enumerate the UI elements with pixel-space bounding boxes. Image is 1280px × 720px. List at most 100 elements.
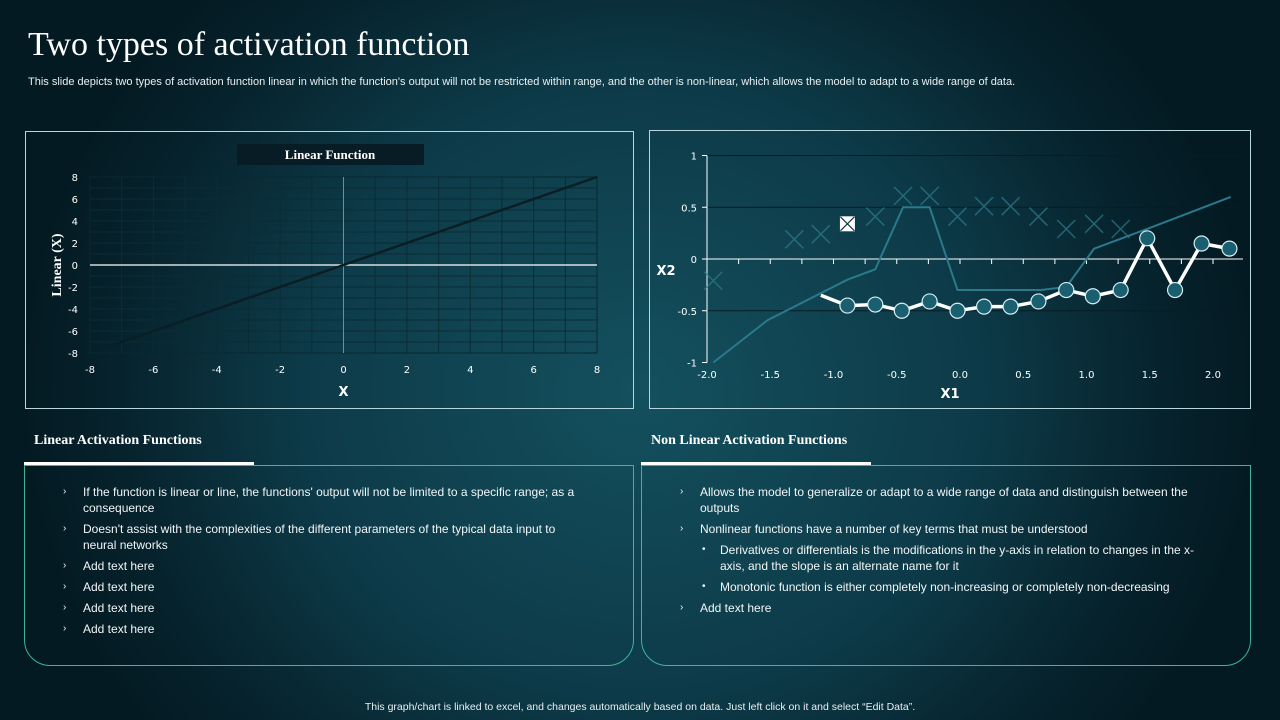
chevron-right-icon: › (63, 523, 67, 534)
nonlinear-function-chart[interactable]: -2.0 -1.5 -1.0 -0.5 0.0 0.5 1.0 1.5 2.0 1 0.5 0 -0.5… (649, 130, 1251, 409)
bullet-item: › Allows the model to generalize or adapt… (680, 484, 1200, 516)
bullet-text: Add text here (83, 622, 155, 636)
x-tick-label: 2.0 (1205, 370, 1221, 381)
x-marker (865, 207, 885, 227)
data-point-marker (1221, 240, 1238, 257)
chart-title-box (237, 144, 424, 165)
linear-function-line (105, 175, 598, 349)
nonlinear-chart-svg: -2.0 -1.5 -1.0 -0.5 0.0 0.5 1.0 1.5 2.0 1 0.5 0 -0.5… (656, 152, 1243, 402)
data-point-marker (1166, 281, 1184, 299)
linear-bullet-list: › If the function is linear or line, the … (63, 484, 583, 642)
bullet-text: Add text here (83, 559, 155, 573)
chevron-right-icon: › (680, 523, 684, 534)
x-tick-label: 6 (530, 365, 536, 376)
bullet-text: Add text here (83, 601, 155, 615)
x-tick-label: 0.0 (952, 370, 968, 381)
x-tick-label: -1.0 (824, 370, 844, 381)
bullet-item: • Derivatives or differentials is the mod… (680, 542, 1200, 574)
linear-section-heading: Linear Activation Functions (34, 433, 202, 448)
bullet-item: • Monotonic function is either completely… (680, 579, 1200, 595)
chevron-right-icon: › (63, 581, 67, 592)
data-point-marker (867, 296, 884, 313)
page-title: Two types of activation function (28, 26, 470, 63)
x-marker (974, 196, 994, 216)
y-tick-label: -6 (68, 327, 78, 338)
y-tick-label: -1 (687, 359, 697, 370)
data-point-marker (1002, 298, 1019, 315)
nonlinear-section-heading: Non Linear Activation Functions (651, 433, 848, 448)
bullet-item: › Add text here (63, 621, 583, 637)
y-tick-label: 0 (691, 255, 697, 266)
x-tick-label: -6 (148, 365, 158, 376)
teal-series-line (712, 195, 1232, 364)
y-tick-label: 4 (72, 217, 78, 228)
y-axis-title: Linear (X) (50, 233, 65, 296)
y-tick-label: 0 (72, 261, 78, 272)
white-series-line (820, 234, 1230, 313)
linear-text-box: › If the function is linear or line, the … (24, 465, 634, 666)
chevron-right-icon: › (680, 602, 684, 613)
x-tick-label: 0.5 (1015, 370, 1031, 381)
bullet-text: Doesn't assist with the complexities of … (83, 522, 556, 552)
footer-note: This graph/chart is linked to excel, and… (364, 701, 916, 713)
y-tick-label: -4 (68, 305, 78, 316)
y-tick-label: -2 (68, 283, 78, 294)
x-marker (703, 271, 723, 291)
y-tick-label: 2 (72, 239, 78, 250)
chevron-right-icon: › (680, 486, 684, 497)
y-tick-label: 1 (691, 152, 697, 163)
bullet-item: › Doesn't assist with the complexities of… (63, 521, 583, 553)
y-tick-label: 0.5 (681, 203, 697, 214)
data-point-marker (839, 297, 856, 314)
nonlinear-heading-underline (641, 462, 871, 465)
bullet-text: Monotonic function is either completely … (720, 580, 1170, 594)
chart-title: Linear Function (285, 147, 376, 162)
bullet-text: If the function is linear or line, the f… (83, 485, 575, 515)
bullet-item: › Add text here (63, 558, 583, 574)
chevron-right-icon: › (63, 486, 67, 497)
data-point-marker (1112, 281, 1129, 299)
x-tick-label: -8 (85, 365, 95, 376)
bullet-item: › Nonlinear functions have a number of ke… (680, 521, 1200, 537)
x-tick-label: 8 (594, 365, 600, 376)
chevron-right-icon: › (63, 623, 67, 634)
dot-bullet-icon: • (702, 581, 706, 592)
x-marker (784, 229, 804, 249)
y-tick-label: 8 (72, 173, 78, 184)
chevron-right-icon: › (63, 602, 67, 613)
linear-function-chart[interactable]: Linear Function -8 -6 -4 -2 0 2 4 6 8 8 6 4 2 0 -2 -4 -6 -… (25, 131, 634, 409)
bullet-text: Add text here (83, 580, 155, 594)
x-tick-label: -0.5 (887, 370, 907, 381)
bullet-text: Nonlinear functions have a number of key… (700, 522, 1088, 536)
y-tick-label: -8 (68, 349, 78, 360)
linear-chart-svg: Linear Function -8 -6 -4 -2 0 2 4 6 8 8 6 4 2 0 -2 -4 -6 -… (50, 144, 600, 400)
x-tick-label: 1.5 (1142, 370, 1158, 381)
nonlinear-text-box: › Allows the model to generalize or adapt… (641, 465, 1251, 666)
x-tick-label: -1.5 (760, 370, 780, 381)
x-tick-label: -4 (212, 365, 222, 376)
x-marker (1001, 196, 1021, 216)
x-tick-label: -2.0 (697, 370, 717, 381)
x-axis-title: X (338, 385, 348, 400)
bullet-text: Derivatives or differentials is the modi… (720, 543, 1195, 573)
x-marker (1056, 219, 1076, 239)
data-point-marker (949, 302, 966, 319)
data-point-marker (1030, 293, 1047, 310)
y-tick-label: -0.5 (677, 307, 697, 318)
bullet-text: Allows the model to generalize or adapt … (700, 485, 1188, 515)
data-point-marker (921, 293, 938, 310)
x-marker (893, 186, 913, 206)
x-tick-label: 2 (404, 365, 410, 376)
data-point-marker (1084, 288, 1101, 305)
x-marker (1084, 214, 1104, 234)
x-marker (947, 207, 968, 227)
bullet-item: › Add text here (680, 600, 1200, 616)
x-marker (920, 186, 940, 206)
bullet-text: Add text here (700, 601, 772, 615)
page-subtitle: This slide depicts two types of activati… (28, 76, 1016, 88)
x-marker (811, 224, 831, 244)
data-point-marker (975, 298, 993, 315)
data-point-marker (1193, 235, 1210, 252)
chevron-right-icon: › (63, 560, 67, 571)
data-point-marker (893, 302, 910, 319)
